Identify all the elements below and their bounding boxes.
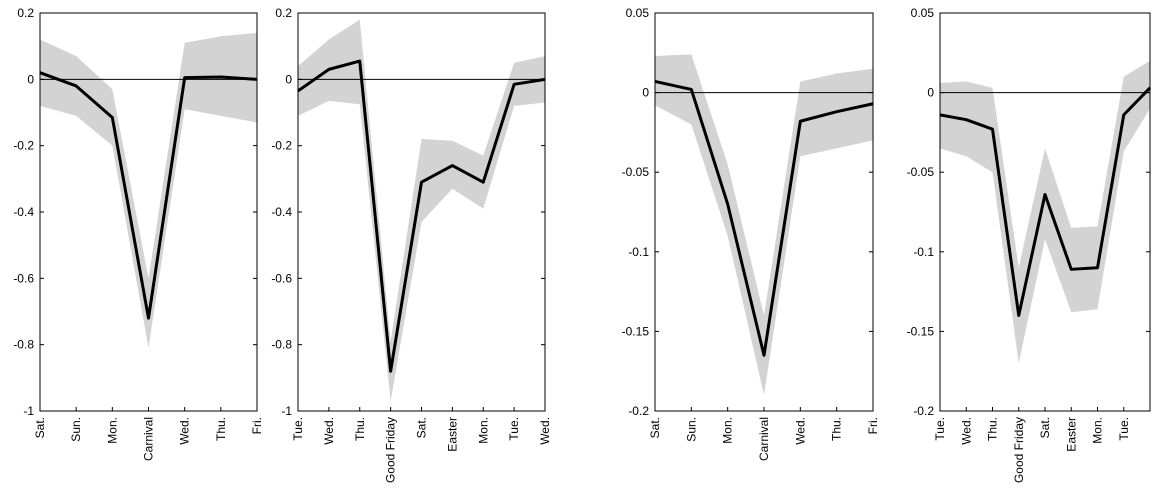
confidence-band: [655, 54, 873, 396]
x-tick-label: Sat.: [33, 417, 47, 438]
y-tick-label: -0.6: [13, 271, 34, 285]
x-tick-label: Fri.: [250, 417, 264, 434]
y-tick-label: 0.2: [17, 6, 34, 20]
x-tick-label: Sun.: [684, 417, 698, 442]
y-tick-label: -0.1: [913, 245, 934, 259]
y-tick-label: -0.15: [622, 324, 650, 338]
x-tick-label: Sat.: [1038, 417, 1052, 438]
y-tick-label: -0.1: [628, 245, 649, 259]
y-tick-label: 0: [27, 72, 34, 86]
x-tick-label: Wed.: [178, 417, 192, 445]
y-tick-label: -0.8: [13, 338, 34, 352]
y-tick-label: 0: [927, 86, 934, 100]
x-tick-label: Mon.: [476, 417, 490, 444]
x-tick-label: Wed.: [959, 417, 973, 445]
y-tick-label: -0.05: [907, 165, 935, 179]
x-tick-label: Thu.: [353, 417, 367, 441]
y-tick-label: -0.2: [13, 139, 34, 153]
y-tick-label: -0.4: [271, 205, 292, 219]
x-tick-label: Tue.: [933, 417, 947, 441]
x-tick-label: Mon.: [1091, 417, 1105, 444]
x-tick-label: Sat.: [648, 417, 662, 438]
y-tick-label: -0.6: [271, 271, 292, 285]
y-tick-label: -0.15: [907, 324, 935, 338]
y-tick-label: -0.2: [628, 404, 649, 418]
x-tick-label: Tue.: [507, 417, 521, 441]
y-tick-label: 0.05: [626, 6, 650, 20]
confidence-band: [40, 32, 257, 348]
x-tick-label: Wed.: [793, 417, 807, 445]
line: [39, 71, 258, 320]
x-tick-label: Easter: [1064, 417, 1078, 452]
x-tick-label: Wed.: [538, 417, 552, 445]
x-tick-label: Easter: [445, 417, 459, 452]
x-tick-label: Tue.: [1117, 417, 1131, 441]
confidence-band: [940, 60, 1150, 364]
y-tick-label: -0.8: [271, 338, 292, 352]
y-tick-label: -0.4: [13, 205, 34, 219]
line: [654, 79, 874, 357]
x-tick-label: Mon.: [721, 417, 735, 444]
x-tick-label: Carnival: [757, 417, 771, 461]
x-tick-label: Sat.: [415, 417, 429, 438]
y-tick-label: -0.2: [913, 404, 934, 418]
x-tick-label: Sun.: [69, 417, 83, 442]
x-tick-label: Thu.: [214, 417, 228, 441]
x-tick-label: Good Friday: [384, 417, 398, 483]
y-tick-label: 0: [285, 72, 292, 86]
x-tick-label: Thu.: [986, 417, 1000, 441]
line: [297, 59, 546, 373]
y-tick-label: 0.2: [275, 6, 292, 20]
y-tick-label: -0.05: [622, 165, 650, 179]
x-tick-label: Mon.: [105, 417, 119, 444]
x-tick-label: Fri.: [866, 417, 880, 434]
x-tick-label: Thu.: [830, 417, 844, 441]
x-tick-label: Carnival: [142, 417, 156, 461]
y-tick-label: -1: [281, 404, 292, 418]
y-tick-label: 0.05: [911, 6, 935, 20]
y-tick-label: 0: [642, 86, 649, 100]
x-tick-label: Wed.: [322, 417, 336, 445]
y-tick-label: -0.2: [271, 139, 292, 153]
y-tick-label: -1: [23, 404, 34, 418]
x-tick-label: Good Friday: [1012, 417, 1026, 483]
line: [939, 86, 1152, 317]
x-tick-label: Tue.: [291, 417, 305, 441]
confidence-band: [298, 19, 545, 402]
